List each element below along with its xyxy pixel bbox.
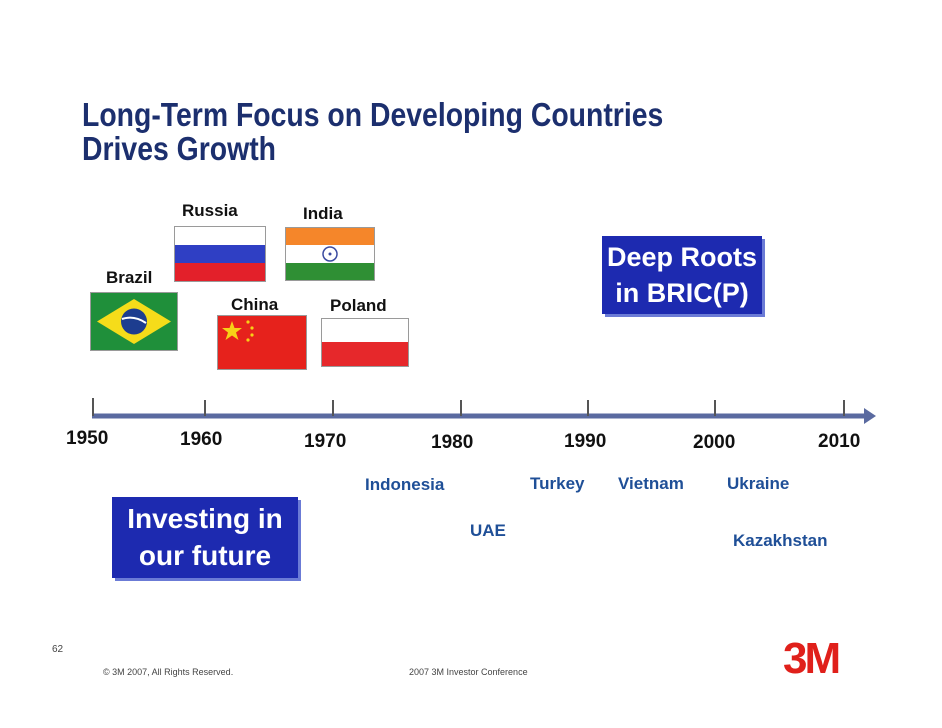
label-turkey: Turkey [530,474,585,493]
year-1970: 1970 [304,431,347,452]
investing-line1: Investing in [127,503,283,534]
deep-roots-callout: Deep Roots in BRIC(P) [602,236,762,314]
year-1990: 1990 [564,431,607,452]
slide-number: 62 [52,644,64,655]
footer-event: 2007 3M Investor Conference [409,667,528,677]
brazil-flag-graphic [97,299,171,344]
year-2000: 2000 [693,432,736,453]
label-kazakhstan: Kazakhstan [733,531,828,550]
china-flag [217,315,307,370]
label-poland: Poland [330,296,387,315]
footer-copyright: © 3M 2007, All Rights Reserved. [103,667,234,677]
year-1960: 1960 [180,429,223,450]
label-russia: Russia [182,201,238,220]
deep-roots-line2: in BRIC(P) [615,278,749,308]
label-ukraine: Ukraine [727,474,790,493]
chakra-icon [322,246,338,262]
china-stars-icon [222,320,254,342]
india-flag [285,227,375,281]
year-1980: 1980 [431,432,474,453]
poland-flag [321,318,409,367]
investing-callout: Investing in our future [112,497,298,578]
brazil-flag [90,292,178,351]
3m-logo: 3M [783,634,841,683]
year-1950: 1950 [66,428,109,449]
label-brazil: Brazil [106,268,153,287]
russia-flag [174,226,266,282]
slide-title: Long-Term Focus on Developing Countries … [82,96,664,167]
label-india: India [303,204,343,223]
label-uae: UAE [470,521,506,540]
investing-line2: our future [138,540,272,571]
label-vietnam: Vietnam [618,474,684,493]
deep-roots-line1: Deep Roots [606,242,758,272]
label-china: China [231,295,279,314]
label-indonesia: Indonesia [365,475,445,494]
year-2010: 2010 [818,431,861,452]
